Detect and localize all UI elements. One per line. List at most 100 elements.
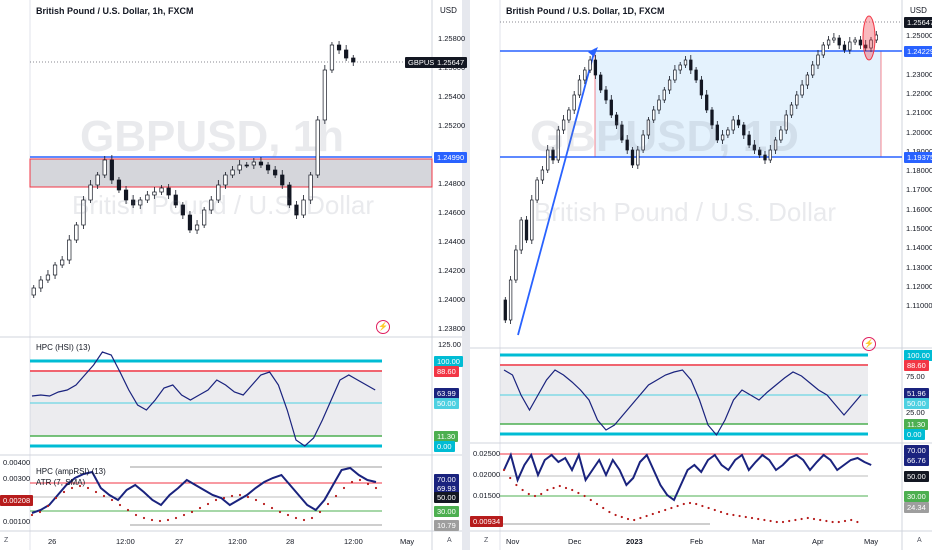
atr-dot bbox=[670, 506, 673, 510]
price-label-7: 1.24400 bbox=[438, 237, 466, 246]
candle bbox=[736, 119, 741, 126]
last-price-tag: 1.25647 bbox=[904, 17, 932, 28]
atr-dot bbox=[589, 498, 592, 502]
candle bbox=[821, 44, 825, 56]
price-label-9: 1.24000 bbox=[438, 295, 466, 304]
highlight-ellipse[interactable] bbox=[862, 15, 876, 61]
arrow-head-icon bbox=[588, 47, 598, 57]
hsi-tag-100: 100.00 bbox=[904, 350, 932, 361]
atr-dots bbox=[502, 468, 859, 524]
right-chart-panel[interactable]: GBPUSD, 1D British Pound / U.S. Dollar B… bbox=[470, 0, 932, 550]
candle bbox=[336, 44, 342, 51]
atr-dot bbox=[831, 520, 834, 524]
price-label-12: 1.13000 bbox=[906, 262, 932, 272]
zoom-z-button[interactable]: Z bbox=[4, 537, 9, 544]
candle bbox=[88, 184, 93, 201]
atr-value-tag: 0.00934 bbox=[470, 516, 504, 527]
resistance-price-tag: 1.24990 bbox=[434, 152, 468, 163]
candle bbox=[641, 134, 645, 151]
atr-dot bbox=[46, 504, 50, 508]
auto-scale-button[interactable]: A bbox=[917, 537, 922, 544]
candle bbox=[699, 79, 704, 96]
candle bbox=[694, 69, 698, 81]
alert-bolt-icon[interactable]: ⚡ bbox=[862, 337, 876, 351]
candle bbox=[683, 59, 688, 66]
candle bbox=[630, 149, 635, 166]
candle bbox=[109, 159, 114, 181]
atr-dot bbox=[664, 508, 667, 512]
time-label-2: 2023 bbox=[626, 537, 643, 546]
candle bbox=[662, 89, 666, 101]
candle bbox=[583, 69, 587, 81]
hsi-tag-886: 88.60 bbox=[434, 366, 459, 377]
hsi-tag-value: 51.96 bbox=[904, 388, 929, 399]
atr-dot bbox=[794, 518, 797, 522]
candle bbox=[689, 59, 693, 71]
auto-scale-button[interactable]: A bbox=[447, 537, 452, 544]
price-label-6: 1.19000 bbox=[906, 147, 932, 156]
atr-dot bbox=[775, 520, 778, 524]
atr-dot bbox=[626, 517, 630, 521]
atr-dot bbox=[206, 502, 210, 506]
atr-dot bbox=[651, 512, 654, 516]
candle bbox=[620, 124, 624, 141]
candle bbox=[609, 99, 613, 116]
candle bbox=[519, 219, 523, 251]
atr-dot bbox=[214, 498, 218, 502]
price-label-3: 1.22000 bbox=[906, 88, 932, 98]
hsi-tag-113: 11.30 bbox=[434, 431, 459, 442]
price-label-7: 1.18000 bbox=[906, 166, 932, 176]
hsi-tag-value: 63.99 bbox=[434, 388, 459, 399]
atr-dot bbox=[602, 506, 605, 510]
candle bbox=[758, 149, 762, 156]
panel-divider[interactable] bbox=[462, 0, 470, 550]
atr-dot bbox=[732, 513, 735, 517]
candle bbox=[848, 41, 852, 51]
left-chart-canvas[interactable] bbox=[0, 0, 462, 550]
right-candles bbox=[503, 31, 878, 324]
zoom-z-button[interactable]: Z bbox=[484, 537, 489, 544]
candle bbox=[508, 279, 513, 321]
candle bbox=[301, 199, 306, 216]
candle bbox=[308, 174, 313, 201]
candle bbox=[138, 199, 143, 206]
rsi-tag-50: 50.00 bbox=[904, 471, 929, 482]
atr-dot bbox=[595, 502, 599, 506]
range-box[interactable] bbox=[594, 50, 882, 158]
amp-rsi-line bbox=[31, 466, 377, 514]
right-chart-canvas[interactable] bbox=[470, 0, 932, 550]
candle bbox=[572, 94, 576, 111]
candle bbox=[166, 187, 171, 196]
candle bbox=[530, 199, 534, 241]
chart-title: British Pound / U.S. Dollar, 1D, FXCM bbox=[506, 6, 665, 16]
atr-dot bbox=[750, 516, 754, 520]
price-label-2: 1.25400 bbox=[438, 92, 466, 101]
candle bbox=[673, 69, 677, 81]
atr-dot bbox=[190, 510, 194, 514]
trend-arrow-line[interactable] bbox=[517, 48, 596, 336]
candle bbox=[216, 184, 221, 201]
atr-dot bbox=[850, 518, 853, 522]
candle bbox=[805, 74, 810, 86]
price-label-9: 1.16000 bbox=[906, 204, 932, 214]
atr-dot bbox=[62, 490, 66, 494]
atr-dot bbox=[695, 502, 698, 506]
rsi-axis-1: 0.02000 bbox=[473, 470, 501, 479]
candle bbox=[731, 119, 735, 131]
left-chart-panel[interactable]: GBPUSD, 1h British Pound / U.S. Dollar B… bbox=[0, 0, 468, 550]
candle bbox=[38, 279, 43, 289]
price-label-0: 1.25000 bbox=[906, 31, 932, 40]
atr-dot bbox=[134, 513, 138, 517]
atr-dot bbox=[639, 516, 642, 520]
atr-dot bbox=[30, 513, 34, 517]
time-label-3: Feb bbox=[690, 537, 703, 546]
atr-dot bbox=[521, 488, 524, 492]
candle bbox=[869, 39, 873, 49]
last-price-tag: 1.25647 bbox=[434, 57, 468, 68]
candle bbox=[123, 189, 129, 201]
candle bbox=[811, 64, 815, 76]
atr-dot bbox=[110, 498, 114, 502]
alert-bolt-icon[interactable]: ⚡ bbox=[376, 320, 390, 334]
candle bbox=[837, 37, 841, 46]
candle bbox=[265, 164, 271, 171]
